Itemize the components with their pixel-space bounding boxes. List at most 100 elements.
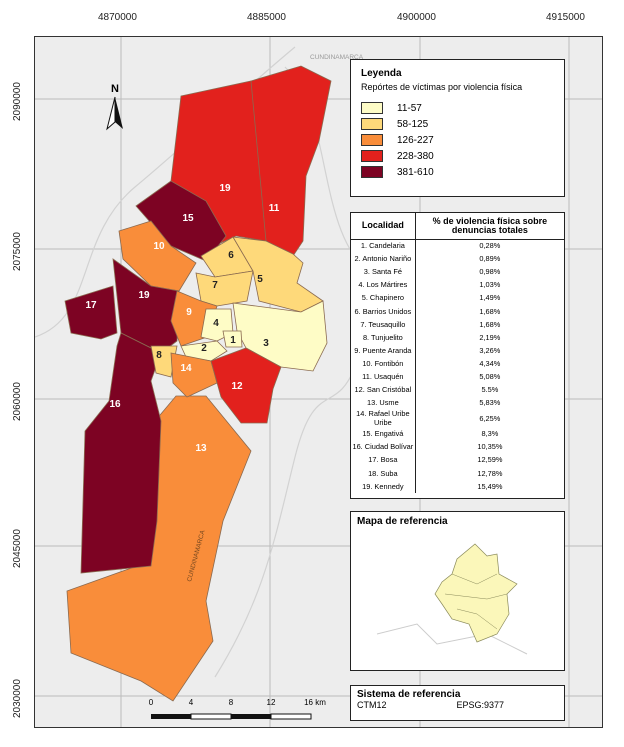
legend-label: 228-380 (397, 150, 434, 162)
locality-name: 18. Suba (368, 468, 398, 478)
table-row: 11. Usaquén 5,08% (351, 369, 564, 384)
legend-item: 228-380 (361, 148, 554, 164)
legend-label: 381-610 (397, 166, 434, 178)
locality-percent: 3,26% (414, 343, 564, 357)
scale-bar: 0 4 8 12 16 km (149, 698, 326, 720)
locality-percent: 0,98% (414, 265, 564, 279)
table-row: 15. Engativá 8,3% (351, 427, 564, 441)
locality-name: 15. Engativá (362, 429, 404, 439)
legend-label: 11-57 (397, 102, 422, 114)
table-row: 13. Usme 5,83% (351, 396, 564, 410)
y-tick: 2030000 (12, 679, 23, 718)
locality-polygon[interactable] (170, 352, 218, 398)
locality-percent: 2,19% (414, 330, 564, 344)
locality-number-label: 14 (180, 363, 192, 374)
reference-map-canvas (376, 543, 528, 655)
locality-number-label: 4 (213, 318, 219, 329)
locality-number-label: 10 (153, 241, 165, 252)
map-frame[interactable]: 11 19 15 10 19 17 13 16 6 7 5 9 3 4 1 2 8 14 12 CUNDINAMAR… (34, 36, 603, 728)
locality-name: 17. Bosa (368, 455, 398, 465)
locality-number-label: 16 (109, 399, 121, 410)
locality-name: 1. Candelaria (360, 241, 405, 251)
locality-percent: 1,68% (414, 304, 564, 318)
x-tick: 4885000 (247, 12, 286, 23)
locality-name: 2. Antonio Nariño (354, 254, 412, 264)
locality-polygon[interactable] (222, 330, 243, 348)
locality-polygon[interactable] (66, 395, 252, 702)
table-header: % de violencia física sobre denuncias to… (414, 213, 564, 240)
region-label: CUNDINAMARCA (310, 54, 364, 61)
locality-polygon[interactable] (150, 345, 178, 378)
locality-percent: 1,49% (414, 291, 564, 305)
table-row: 14. Rafael Uribe Uribe 6,25% (351, 409, 564, 428)
locality-polygon[interactable] (210, 347, 282, 424)
locality-percent: 5.5% (414, 383, 564, 397)
table-row: 4. Los Mártires 1,03% (351, 278, 564, 292)
localities-table: Localidad% de violencia física sobre den… (350, 212, 565, 499)
north-label: N (111, 83, 119, 95)
locality-polygon[interactable] (118, 220, 197, 292)
colombia-shape (434, 543, 518, 643)
legend-subtitle: Repórtes de víctimas por violencia físic… (361, 82, 523, 92)
locality-number-label: 1 (230, 335, 236, 346)
locality-percent: 4,34% (414, 356, 564, 370)
locality-polygon[interactable] (64, 285, 118, 340)
table-row: 12. San Cristóbal 5.5% (351, 383, 564, 397)
locality-number-label: 8 (156, 350, 162, 361)
locality-name: 6. Barrios Unidos (354, 306, 412, 316)
x-tick: 4915000 (546, 12, 585, 23)
locality-polygon[interactable] (180, 340, 228, 362)
locality-name: 7. Teusaquillo (360, 319, 406, 329)
north-arrow-icon (106, 96, 116, 131)
locality-name: 4. Los Mártires (358, 280, 408, 290)
locality-percent: 12,78% (414, 466, 564, 480)
reference-system: Sistema de referencia CTM12 EPSG:9377 (350, 685, 565, 721)
locality-number-label: 5 (257, 274, 263, 285)
table-row: 8. Tunjuelito 2,19% (351, 330, 564, 344)
legend: Leyenda Repórtes de víctimas por violenc… (350, 59, 565, 197)
locality-number-label: 7 (212, 280, 218, 291)
legend-swatch (361, 118, 383, 130)
table-row: 1. Candelaria 0,28% (351, 239, 564, 253)
locality-number-label: 11 (269, 203, 280, 214)
legend-swatch (361, 102, 383, 114)
scale-tick: 16 km (304, 698, 326, 707)
locality-number-label: 17 (85, 300, 97, 311)
table-row: 16. Ciudad Bolívar 10,35% (351, 440, 564, 454)
scale-tick: 12 (267, 698, 276, 707)
legend-item: 58-125 (361, 116, 554, 132)
locality-number-label: 19 (219, 183, 231, 194)
locality-polygon[interactable] (195, 270, 254, 307)
table-row: 9. Puente Aranda 3,26% (351, 343, 564, 357)
legend-swatch (361, 166, 383, 178)
table-row: 10. Fontibón 4,34% (351, 356, 564, 370)
locality-name: 3. Santa Fé (363, 267, 402, 277)
locality-name: 5. Chapinero (361, 293, 405, 303)
locality-percent: 1,03% (414, 278, 564, 292)
locality-percent: 0,89% (414, 252, 564, 266)
locality-name: 8. Tunjuelito (362, 332, 403, 342)
table-row: 19. Kennedy 15,49% (351, 479, 564, 493)
table-row: 2. Antonio Nariño 0,89% (351, 252, 564, 266)
legend-title: Leyenda (361, 68, 402, 79)
locality-percent: 12,59% (414, 453, 564, 467)
table-row: 3. Santa Fé 0,98% (351, 265, 564, 279)
locality-polygon[interactable] (232, 236, 324, 313)
reference-map: Mapa de referencia (350, 511, 565, 671)
legend-label: 58-125 (397, 118, 429, 130)
scale-tick: 4 (189, 698, 194, 707)
x-tick: 4870000 (98, 12, 137, 23)
y-tick: 2060000 (12, 382, 23, 421)
x-tick: 4900000 (397, 12, 436, 23)
north-arrow: N (106, 83, 123, 131)
locality-name: 19. Kennedy (362, 481, 404, 491)
scale-tick: 8 (229, 698, 234, 707)
table-row: 7. Teusaquillo 1,68% (351, 317, 564, 331)
table-header: Localidad (351, 213, 416, 240)
crs-name: CTM12 (357, 700, 387, 710)
locality-polygon[interactable] (80, 332, 162, 574)
scale-tick: 0 (149, 698, 154, 707)
table-row: 6. Barrios Unidos 1,68% (351, 304, 564, 318)
locality-percent: 8,3% (414, 427, 564, 441)
